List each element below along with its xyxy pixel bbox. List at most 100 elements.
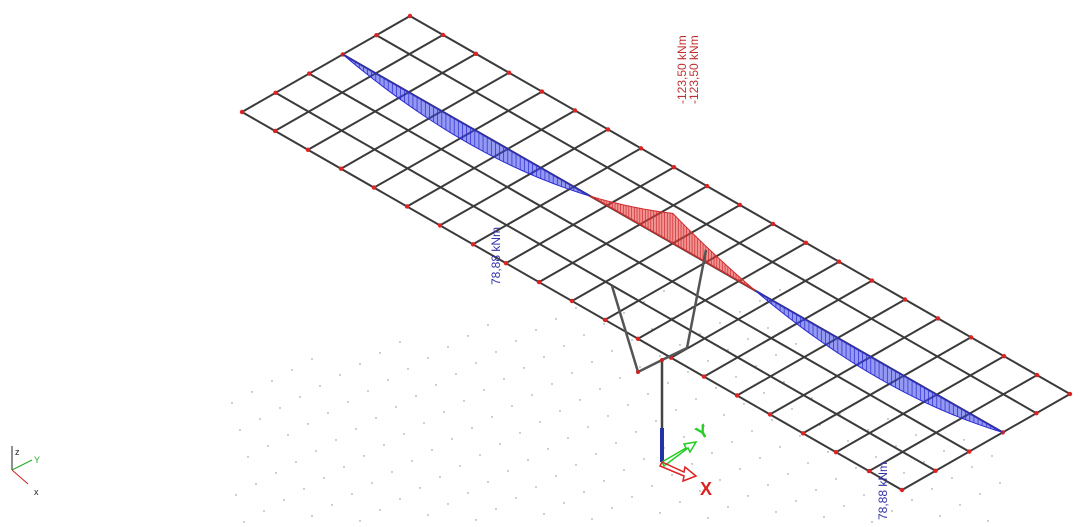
ground-dot — [707, 517, 709, 519]
origin-x: X — [700, 479, 712, 499]
ground-dot — [775, 511, 777, 513]
ground-dot — [467, 335, 469, 337]
ground-dot — [383, 444, 385, 446]
grid-line — [307, 52, 477, 151]
ground-dot — [735, 376, 737, 378]
ground-dot — [847, 440, 849, 442]
ground-dot — [611, 507, 613, 509]
ground-dot — [447, 346, 449, 348]
ground-dot — [535, 329, 537, 331]
grid-line — [439, 128, 609, 227]
ground-dot — [827, 451, 829, 453]
node — [660, 358, 664, 362]
node — [671, 165, 677, 170]
ground-dot — [711, 452, 713, 454]
ground-dot — [655, 420, 657, 422]
grid-line — [703, 279, 873, 378]
x-arrow — [658, 461, 698, 483]
ground-dot — [631, 339, 633, 341]
ground-dot — [667, 382, 669, 384]
ground-dot — [799, 435, 801, 437]
grid-line — [472, 147, 642, 246]
ground-dot — [951, 477, 953, 479]
ground-dot — [235, 494, 237, 496]
ground-dot — [795, 500, 797, 502]
node — [770, 221, 776, 227]
ground-dot — [787, 473, 789, 475]
ground-dot — [835, 478, 837, 480]
ground-dot — [623, 312, 625, 314]
node — [407, 13, 413, 19]
ground-dot — [515, 497, 517, 499]
ground-dot — [311, 515, 313, 517]
ground-dot — [563, 502, 565, 504]
ground-dot — [587, 426, 589, 428]
ground-dot — [943, 450, 945, 452]
ground-dot — [335, 439, 337, 441]
origin-axes: Y X — [658, 420, 712, 499]
grid-line — [736, 298, 906, 397]
ground-dot — [659, 512, 661, 514]
peak-label: -123,50 kNm — [687, 35, 701, 104]
node — [933, 468, 938, 473]
ground-dot — [759, 457, 761, 459]
ground-dot — [491, 416, 493, 418]
ground-dot — [351, 493, 353, 495]
ground-dot — [911, 499, 913, 501]
moment-label: 78,88 kNm — [489, 227, 503, 285]
ground-dot — [659, 355, 661, 357]
ground-dot — [959, 504, 961, 506]
z-label: z — [15, 447, 20, 457]
ground-dot — [307, 423, 309, 425]
node — [635, 336, 641, 341]
ground-dot — [695, 398, 697, 400]
ground-dot — [603, 323, 605, 325]
ground-dot — [355, 428, 357, 430]
ground-dot — [487, 481, 489, 483]
ground-dot — [451, 438, 453, 440]
node — [473, 51, 479, 56]
ground-dot — [483, 389, 485, 391]
grid-line — [375, 34, 1037, 415]
ground-dot — [431, 449, 433, 451]
ground-dot — [415, 395, 417, 397]
ground-dot — [731, 441, 733, 443]
ground-dot — [607, 415, 609, 417]
ground-dot — [287, 434, 289, 436]
ground-dot — [543, 513, 545, 515]
node — [800, 431, 806, 436]
grid-line — [275, 91, 937, 472]
ground-dot — [463, 400, 465, 402]
ground-dot — [595, 453, 597, 455]
ground-dot — [775, 354, 777, 356]
ground-dot — [547, 448, 549, 450]
ground-dot — [591, 518, 593, 520]
y-axis — [11, 459, 33, 471]
ground-dot — [791, 408, 793, 410]
ground-dot — [619, 377, 621, 379]
node — [239, 109, 245, 115]
ground-dot — [611, 350, 613, 352]
ground-dot — [503, 378, 505, 380]
ground-dot — [247, 456, 249, 458]
ground-dot — [747, 338, 749, 340]
node — [273, 90, 278, 96]
ground-dot — [963, 439, 965, 441]
node — [704, 183, 710, 189]
node — [503, 261, 509, 266]
ground-dot — [291, 369, 293, 371]
node — [803, 240, 809, 245]
ground-dot — [815, 489, 817, 491]
ground-dot — [523, 367, 525, 369]
ground-dot — [467, 492, 469, 494]
grid-line — [670, 260, 840, 359]
ground-dot — [583, 334, 585, 336]
node — [572, 108, 578, 113]
node — [638, 146, 644, 151]
ground-dot — [479, 454, 481, 456]
node — [866, 468, 872, 474]
ground-dot — [531, 394, 533, 396]
node — [767, 412, 773, 417]
node — [967, 449, 972, 454]
